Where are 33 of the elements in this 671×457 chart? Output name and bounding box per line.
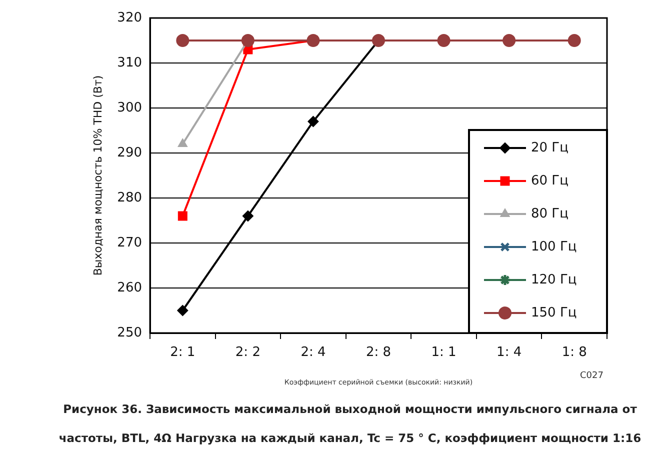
- point: [308, 116, 319, 127]
- legend-label: 120 Гц: [531, 272, 577, 288]
- point: [242, 210, 254, 222]
- text: C027: [580, 371, 604, 381]
- y-tick-label: 300: [117, 100, 142, 116]
- legend-label: 60 Гц: [531, 173, 569, 188]
- y-axis-title: Выходная мощность 10% THD (Вт): [91, 75, 104, 276]
- x-tick-label: 1: 4: [496, 345, 522, 360]
- y-tick-label: 320: [117, 10, 142, 26]
- y-tick-label: 310: [117, 55, 142, 70]
- legend-label: 150 Гц: [531, 305, 577, 320]
- x-tick-label: 1: 8: [562, 345, 587, 360]
- x-tick-label: 2: 8: [366, 345, 392, 360]
- legend-label: 100 Гц: [531, 239, 577, 254]
- x-tick-label: 1: 1: [431, 345, 456, 360]
- y-tick-label: 290: [117, 145, 142, 160]
- legend-label: 20 Гц: [531, 140, 569, 156]
- point: [241, 34, 254, 47]
- x-tick-label: 2: 2: [235, 345, 260, 360]
- legend-label: 80 Гц: [531, 206, 569, 222]
- y-tick-label: 250: [117, 325, 142, 340]
- chart-title: Рисунок 36. Зависимость максимальной выходной мощности импульсного сигнала от частоты, BTL, 4Ω Нагрузка на каждый канал, Tc = 75 ° C, коэффициент мощности 1:16: [58, 402, 642, 445]
- point: [437, 34, 450, 47]
- x-tick-label: 2: 1: [170, 345, 196, 360]
- point: [176, 34, 190, 47]
- y-tick-label: 280: [117, 190, 142, 206]
- point: [568, 34, 581, 47]
- point: [178, 211, 188, 221]
- y-tick-label: 260: [117, 280, 142, 296]
- x-tick-label: 2: 4: [300, 345, 326, 360]
- point: [502, 34, 516, 47]
- y-tick-label: 270: [117, 235, 142, 250]
- point: [177, 305, 188, 316]
